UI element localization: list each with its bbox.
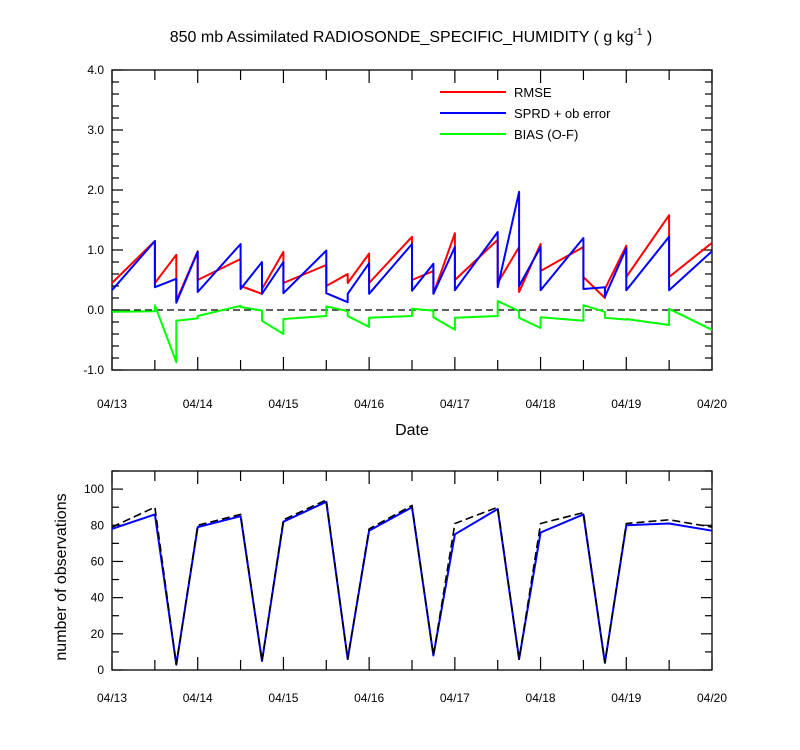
y-tick-label: 60 — [91, 554, 105, 568]
bottom-plot: 04/13 04/14 04/15 04/16 04/17 04/18 04/19 04/20… — [84, 470, 727, 705]
series-line-2 — [111, 300, 713, 364]
y-tick-label: 0 — [97, 663, 104, 677]
x-tick-label: 04/13 — [97, 397, 127, 411]
series-line-1 — [111, 190, 713, 304]
y-tick-label: 1.0 — [87, 243, 104, 257]
x-tick-label: 04/15 — [268, 397, 298, 411]
top-plot: 04/13 04/14 04/15 04/16 04/17 04/18 04/19 04/20… — [83, 63, 727, 411]
y-tick-label: 100 — [84, 482, 104, 496]
legend-label: RMSE — [514, 85, 552, 100]
chart-title-main: 850 mb Assimilated RADIOSONDE_SPECIFIC_H… — [170, 29, 634, 46]
series-line-1 — [111, 499, 713, 666]
x-tick-label: 04/17 — [440, 691, 470, 705]
y-tick-label: 4.0 — [87, 63, 104, 77]
legend-label: SPRD + ob error — [514, 106, 611, 121]
x-tick-label: 04/18 — [526, 397, 556, 411]
x-tick-label: 04/14 — [183, 691, 213, 705]
y-tick-label: 20 — [91, 627, 105, 641]
x-tick-label: 04/16 — [354, 397, 384, 411]
chart-title-close: ) — [642, 29, 652, 46]
y-tick-label: 2.0 — [87, 183, 104, 197]
x-tick-label: 04/16 — [354, 691, 384, 705]
plot-frame — [111, 470, 713, 671]
legend-label: BIAS (O-F) — [514, 127, 578, 142]
y-tick-label: 40 — [91, 591, 105, 605]
x-tick-label: 04/20 — [697, 691, 727, 705]
top-x-axis-title: Date — [395, 422, 429, 439]
x-tick-label: 04/14 — [183, 397, 213, 411]
x-tick-label: 04/15 — [268, 691, 298, 705]
y-tick-label: 3.0 — [87, 123, 104, 137]
series-line-0 — [111, 500, 713, 666]
x-tick-label: 04/19 — [611, 691, 641, 705]
y-tick-label: 80 — [91, 518, 105, 532]
y-tick-label: 0.0 — [87, 303, 104, 317]
plot-frame — [111, 69, 713, 371]
chart-title: 850 mb Assimilated RADIOSONDE_SPECIFIC_H… — [170, 27, 653, 46]
x-tick-label: 04/20 — [697, 397, 727, 411]
x-tick-label: 04/19 — [611, 397, 641, 411]
chart-title-exponent: -1 — [634, 27, 643, 38]
y-tick-label: -1.0 — [83, 363, 104, 377]
x-tick-label: 04/17 — [440, 397, 470, 411]
x-tick-label: 04/13 — [97, 691, 127, 705]
x-tick-label: 04/18 — [526, 691, 556, 705]
bottom-y-axis-title: number of observations — [53, 493, 70, 660]
